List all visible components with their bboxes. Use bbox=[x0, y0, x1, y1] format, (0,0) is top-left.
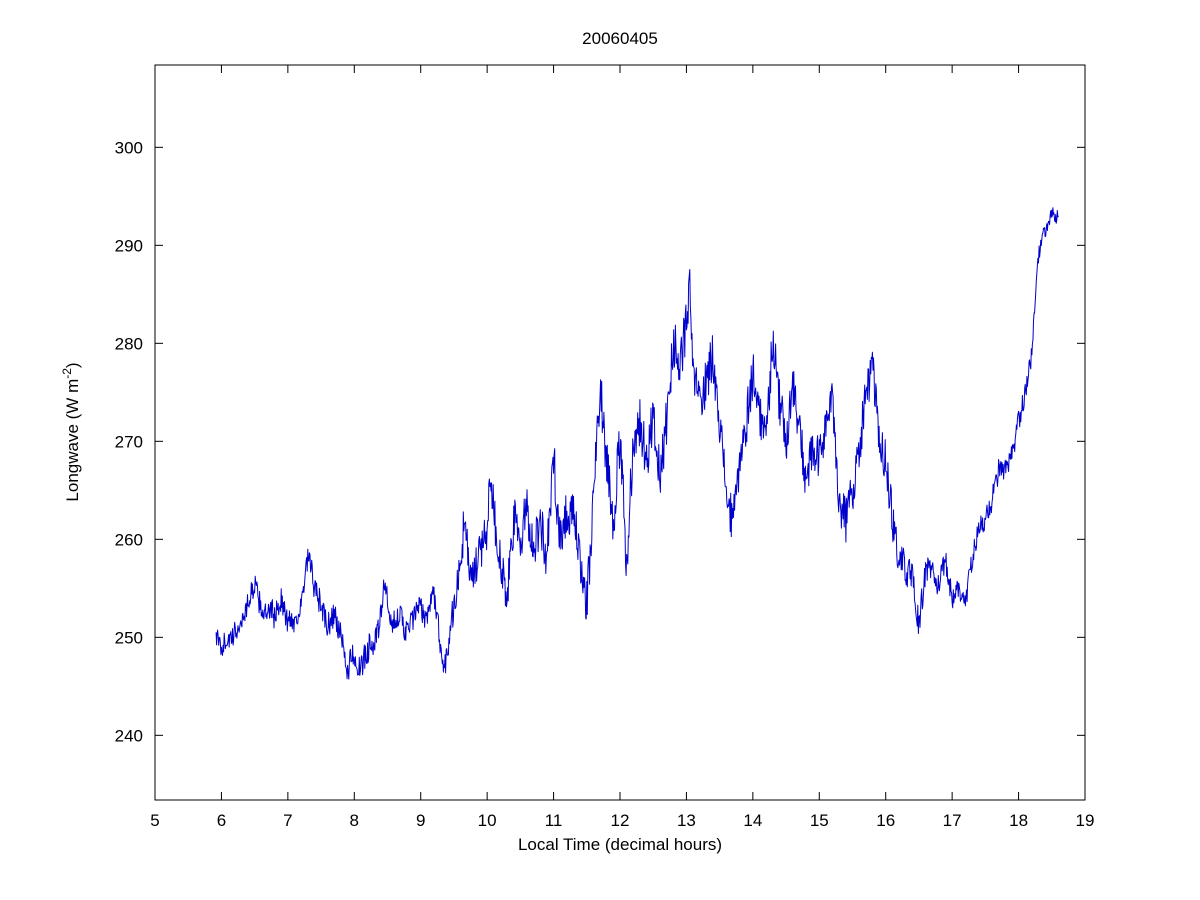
x-tick-label: 16 bbox=[876, 811, 895, 830]
x-tick-label: 5 bbox=[150, 811, 159, 830]
x-tick-label: 19 bbox=[1076, 811, 1095, 830]
x-tick-label: 17 bbox=[943, 811, 962, 830]
plot-area bbox=[154, 64, 1086, 801]
x-tick-label: 6 bbox=[217, 811, 226, 830]
x-tick-label: 10 bbox=[478, 811, 497, 830]
y-tick-label: 270 bbox=[115, 432, 143, 451]
data-line bbox=[215, 207, 1059, 680]
data-series bbox=[215, 207, 1059, 680]
axis-tick-labels: 5 6 7 8 9 10 11 12 13 14 15 16 17 18 19 240 250 260 270 280… bbox=[115, 138, 1095, 830]
y-axis-label: Longwave (W m-2) bbox=[60, 362, 82, 501]
x-tick-label: 8 bbox=[350, 811, 359, 830]
x-tick-label: 18 bbox=[1009, 811, 1028, 830]
y-tick-label: 280 bbox=[115, 334, 143, 353]
x-tick-label: 9 bbox=[416, 811, 425, 830]
y-tick-label: 240 bbox=[115, 726, 143, 745]
y-tick-label: 300 bbox=[115, 138, 143, 157]
x-tick-label: 13 bbox=[677, 811, 696, 830]
y-tick-label: 260 bbox=[115, 530, 143, 549]
x-tick-label: 11 bbox=[545, 811, 563, 830]
x-tick-label: 12 bbox=[611, 811, 630, 830]
x-tick-label: 7 bbox=[283, 811, 292, 830]
y-tick-label: 290 bbox=[115, 236, 143, 255]
x-tick-label: 14 bbox=[743, 811, 762, 830]
x-tick-label: 15 bbox=[810, 811, 829, 830]
x-axis-label: Local Time (decimal hours) bbox=[518, 835, 722, 854]
chart-title: 20060405 bbox=[582, 29, 658, 48]
axis-ticks bbox=[154, 65, 1086, 800]
y-tick-label: 250 bbox=[115, 628, 143, 647]
